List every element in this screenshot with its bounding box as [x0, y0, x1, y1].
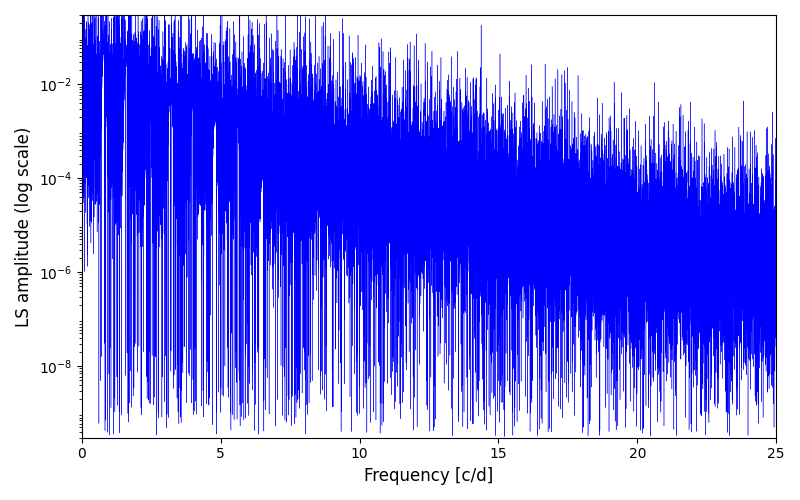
X-axis label: Frequency [c/d]: Frequency [c/d] — [364, 467, 494, 485]
Y-axis label: LS amplitude (log scale): LS amplitude (log scale) — [15, 126, 33, 326]
